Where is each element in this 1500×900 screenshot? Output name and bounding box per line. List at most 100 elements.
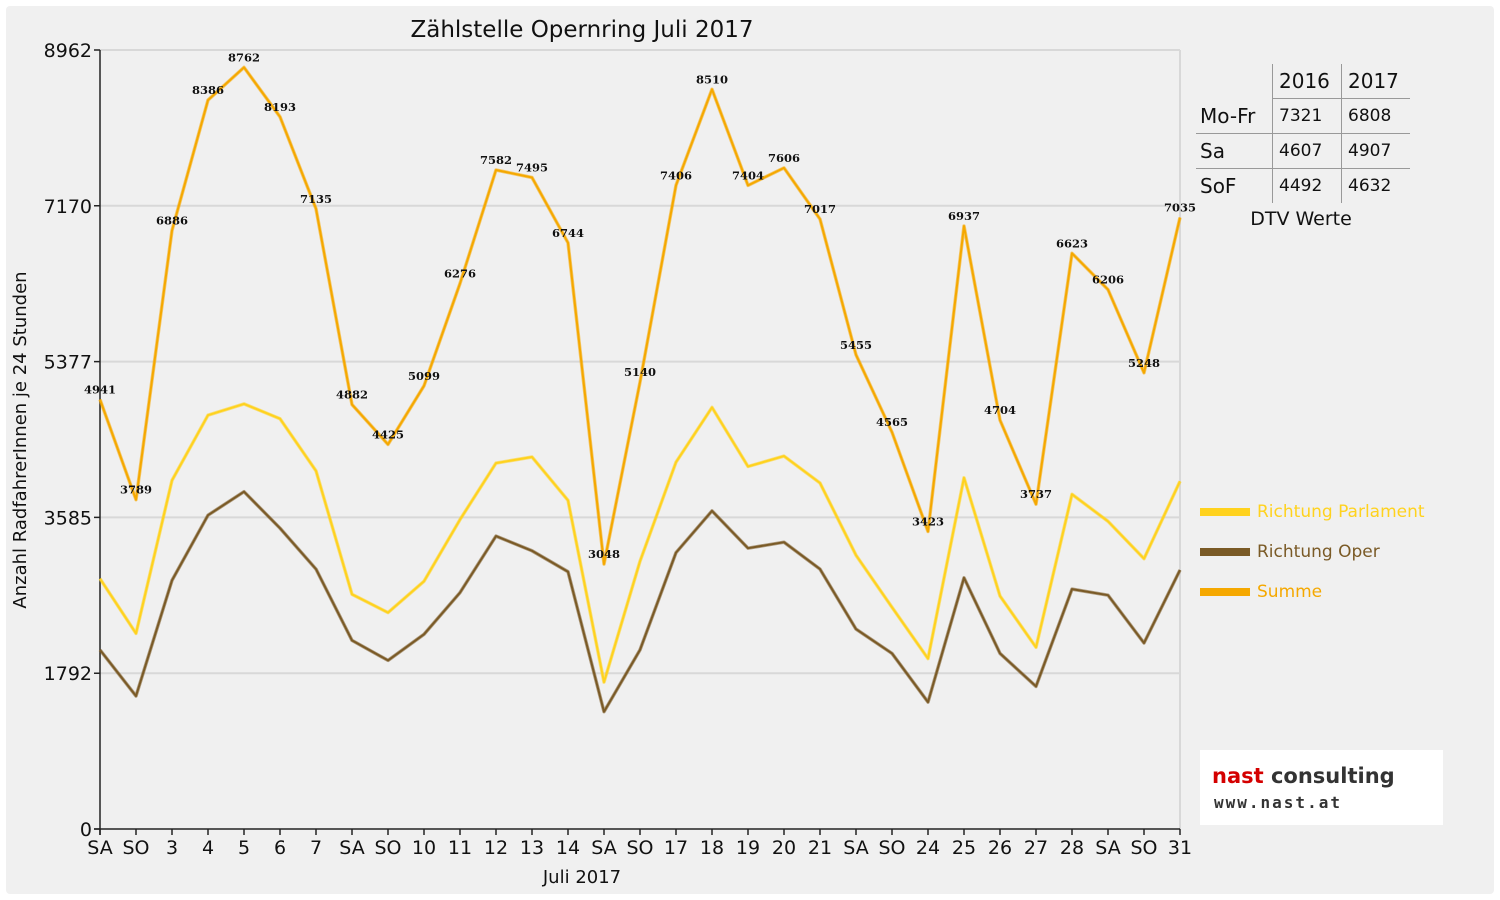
axes: 0 1792 3585 5377 7170 8962 SA SO 3 4 5 6 7 SA SO 10 11 12… [44, 40, 1192, 859]
dtv-cell: 4632 [1341, 168, 1410, 203]
x-tick-label: SA [591, 837, 616, 859]
dtv-row-mo-fr: Mo-Fr 7321 6808 [1196, 98, 1410, 134]
data-label: 8386 [192, 83, 224, 97]
x-tick-label: SO [374, 837, 401, 859]
x-tick-label: SA [339, 837, 364, 859]
x-tick-label: 13 [520, 837, 544, 859]
dtv-cell: 4607 [1272, 133, 1342, 169]
data-label: 5099 [408, 369, 440, 383]
data-label: 4941 [84, 383, 116, 397]
series-line-1 [99, 490, 1181, 713]
x-tick-label: 6 [274, 837, 286, 859]
x-tick-label: 14 [556, 837, 580, 859]
data-label: 3737 [1020, 487, 1052, 501]
data-label: 3789 [120, 483, 152, 497]
logo-name-part1: nast [1212, 764, 1264, 788]
data-label: 6744 [552, 226, 584, 240]
data-label: 8762 [228, 50, 260, 64]
x-tick-label: 11 [448, 837, 472, 859]
x-tick-label: 26 [988, 837, 1012, 859]
y-tick-label: 8962 [44, 40, 92, 62]
logo-name-part2: consulting [1270, 764, 1395, 788]
dtv-corner-cell [1196, 64, 1273, 99]
dtv-row-sof: SoF 4492 4632 [1196, 168, 1410, 203]
y-axis-title: Anzahl RadfahrerInnen je 24 Stunden [10, 271, 31, 608]
legend-item-oper: Richtung Oper [1200, 532, 1425, 572]
series-line-2-shadow [98, 65, 1182, 566]
x-tick-label: 24 [916, 837, 940, 859]
dtv-col-2017: 2017 [1341, 64, 1410, 99]
dtv-col-2016: 2016 [1272, 64, 1342, 99]
data-label: 7606 [768, 151, 800, 165]
dtv-row-label: Mo-Fr [1196, 98, 1273, 134]
x-tick-label: SO [878, 837, 905, 859]
data-label: 8510 [696, 72, 728, 86]
dtv-caption: DTV Werte [1250, 208, 1352, 230]
company-logo: nast consulting www.nast.at [1200, 750, 1443, 825]
dtv-row-sa: Sa 4607 4907 [1196, 133, 1410, 169]
y-tick-label: 7170 [44, 196, 92, 218]
data-label: 7495 [516, 161, 548, 175]
data-label: 7582 [480, 153, 512, 167]
chart-title: Zählstelle Opernring Juli 2017 [410, 17, 753, 43]
data-label: 7406 [660, 168, 692, 182]
legend-item-summe: Summe [1200, 572, 1425, 612]
legend: Richtung Parlament Richtung Oper Summe [1200, 492, 1425, 612]
data-label: 6276 [444, 266, 476, 280]
x-tick-label: 19 [736, 837, 760, 859]
data-label: 7035 [1164, 200, 1196, 214]
series-line-1-shadow [98, 489, 1182, 714]
logo-url: www.nast.at [1214, 793, 1342, 812]
dtv-cell: 7321 [1272, 98, 1342, 134]
legend-label: Richtung Oper [1257, 542, 1380, 562]
legend-swatch [1200, 588, 1250, 596]
x-tick-label: 20 [772, 837, 796, 859]
x-tick-label: 25 [952, 837, 976, 859]
data-label: 5140 [624, 365, 656, 379]
legend-swatch [1200, 548, 1250, 556]
data-label: 6886 [156, 213, 188, 227]
x-tick-label: 18 [700, 837, 724, 859]
gridlines [100, 49, 1181, 829]
y-tick-label: 3585 [44, 507, 92, 529]
dtv-table: 2016 2017 Mo-Fr 7321 6808 Sa 4607 4907 S… [1196, 64, 1410, 203]
series-line-2 [99, 66, 1181, 566]
data-label: 3423 [912, 514, 944, 528]
data-label: 6623 [1056, 236, 1088, 250]
y-tick-label: 1792 [44, 663, 92, 685]
data-label: 5248 [1128, 356, 1160, 370]
x-tick-label: SA [87, 837, 112, 859]
data-label: 6206 [1092, 273, 1124, 287]
legend-item-parlament: Richtung Parlament [1200, 492, 1425, 532]
x-axis-title: Juli 2017 [542, 867, 621, 888]
data-label: 7135 [300, 192, 332, 206]
x-tick-label: 17 [664, 837, 688, 859]
x-tick-label: SO [122, 837, 149, 859]
legend-swatch [1200, 508, 1250, 516]
data-label: 7017 [804, 202, 836, 216]
legend-label: Summe [1257, 582, 1323, 602]
y-tick-label: 0 [80, 819, 92, 841]
x-tick-label: 5 [238, 837, 250, 859]
x-tick-label: 7 [310, 837, 322, 859]
dtv-row-label: SoF [1200, 174, 1237, 198]
x-tick-label: 10 [412, 837, 436, 859]
x-tick-label: SA [843, 837, 868, 859]
dtv-row-label: Sa [1196, 133, 1273, 169]
data-label: 4704 [984, 403, 1016, 417]
data-label: 7404 [732, 168, 764, 182]
dtv-cell: 6808 [1341, 98, 1410, 134]
x-tick-label: 12 [484, 837, 508, 859]
series-line-0-shadow [98, 402, 1182, 684]
data-label: 8193 [264, 100, 296, 114]
x-tick-label: 31 [1168, 837, 1192, 859]
x-tick-label: 21 [808, 837, 832, 859]
data-label: 4565 [876, 415, 908, 429]
data-label: 4425 [372, 427, 404, 441]
data-label: 6937 [948, 209, 980, 223]
x-tick-label: 4 [202, 837, 214, 859]
series-lines [98, 65, 1182, 714]
data-labels: 4941 3789 6886 8386 8762 8193 7135 4882 4425 5099… [84, 50, 1196, 561]
x-tick-label: SO [1130, 837, 1157, 859]
